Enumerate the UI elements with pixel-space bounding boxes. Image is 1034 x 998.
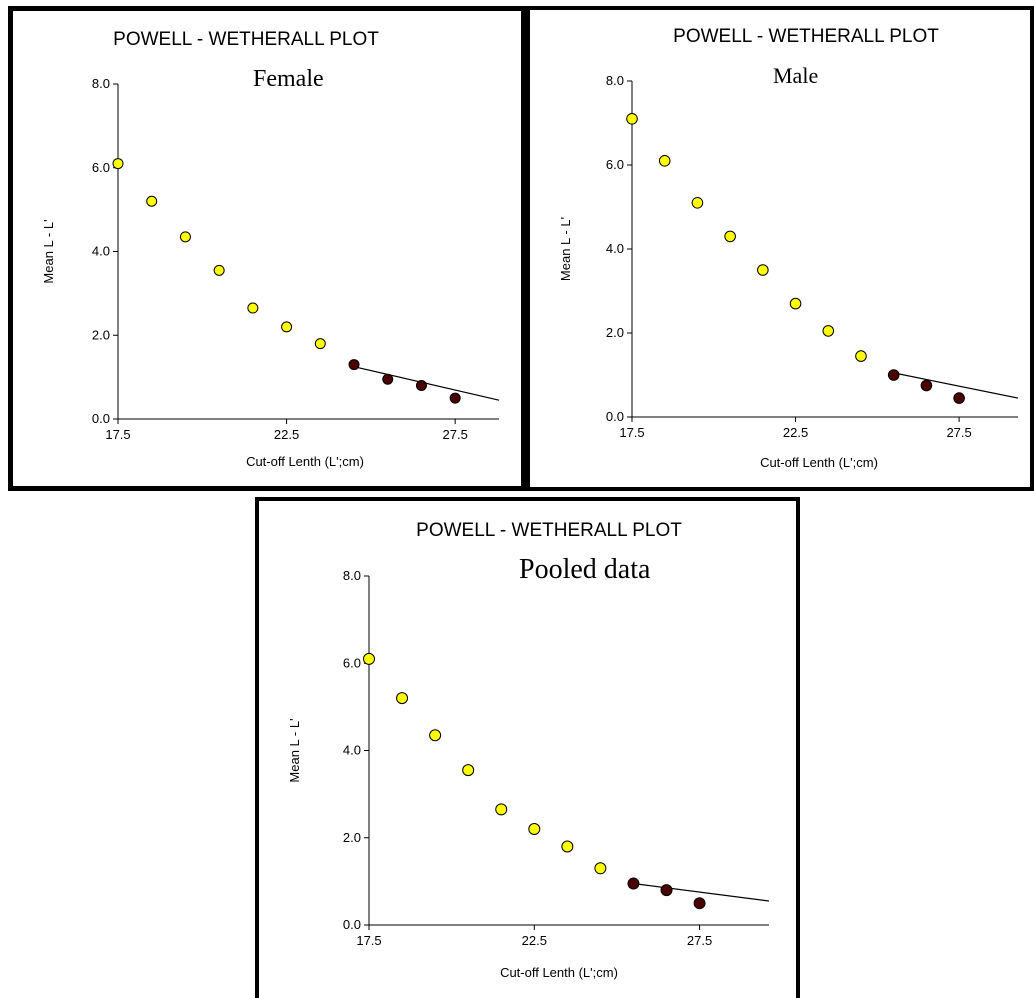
pooled-plot-panel: POWELL - WETHERALL PLOT Pooled data 0.0 2.0… bbox=[255, 497, 800, 998]
y-tick-label: 8.0 bbox=[343, 568, 361, 583]
y-axis-label: Mean L - L' bbox=[558, 217, 573, 281]
x-tick-label: 22.5 bbox=[783, 425, 808, 440]
chart-title: POWELL - WETHERALL PLOT bbox=[416, 520, 682, 541]
x-tick-label: 17.5 bbox=[356, 933, 381, 948]
data-point bbox=[213, 264, 225, 276]
y-tick-label: 8.0 bbox=[92, 76, 110, 91]
y-tick-label: 8.0 bbox=[606, 73, 624, 88]
y-tick-label: 6.0 bbox=[343, 655, 361, 670]
x-tick-label: 27.5 bbox=[946, 425, 971, 440]
y-axis-label: Mean L - L' bbox=[41, 219, 56, 283]
chart-subtitle: Pooled data bbox=[519, 554, 651, 585]
data-point bbox=[626, 113, 638, 125]
y-tick-label: 0.0 bbox=[92, 411, 110, 426]
data-point bbox=[462, 764, 475, 777]
regression-data-point bbox=[660, 884, 673, 897]
data-point bbox=[396, 692, 409, 705]
data-point bbox=[691, 197, 704, 209]
y-axis-label: Mean L - L' bbox=[287, 718, 302, 782]
regression-data-point bbox=[920, 379, 933, 392]
x-tick-label: 17.5 bbox=[619, 425, 644, 440]
regression-data-point bbox=[382, 373, 394, 385]
regression-data-point bbox=[953, 392, 965, 404]
male-plot-svg: POWELL - WETHERALL PLOT Male 0.0 2.0 4.0 6.0 8… bbox=[558, 26, 1019, 470]
female-plot-svg: POWELL - WETHERALL PLOT Female 0.0 2.0 4.0 6.… bbox=[41, 29, 500, 469]
data-point bbox=[561, 840, 574, 853]
x-axis-label: Cut-off Lenth (L';cm) bbox=[246, 454, 364, 469]
chart-title: POWELL - WETHERALL PLOT bbox=[113, 29, 379, 50]
y-tick-label: 2.0 bbox=[343, 830, 361, 845]
data-point bbox=[247, 302, 259, 314]
data-point bbox=[314, 338, 326, 350]
regression-data-point bbox=[627, 877, 640, 890]
x-tick-label: 22.5 bbox=[522, 933, 547, 948]
data-point bbox=[429, 729, 442, 742]
regression-data-point bbox=[348, 359, 360, 371]
x-tick-label: 17.5 bbox=[105, 427, 130, 442]
data-point bbox=[281, 321, 293, 333]
chart-subtitle: Male bbox=[773, 63, 818, 88]
x-tick-label: 22.5 bbox=[274, 427, 299, 442]
y-tick-label: 2.0 bbox=[606, 325, 624, 340]
regression-data-point bbox=[415, 380, 427, 391]
data-point bbox=[179, 231, 191, 243]
chart-title: POWELL - WETHERALL PLOT bbox=[673, 26, 939, 47]
y-tick-label: 4.0 bbox=[343, 743, 361, 758]
regression-data-point bbox=[887, 369, 900, 381]
x-tick-label: 27.5 bbox=[687, 933, 712, 948]
data-point bbox=[724, 230, 736, 243]
y-tick-label: 4.0 bbox=[606, 241, 624, 256]
data-point bbox=[528, 823, 541, 836]
data-point bbox=[363, 652, 375, 665]
y-tick-label: 0.0 bbox=[343, 917, 361, 932]
male-plot-panel: POWELL - WETHERALL PLOT Male 0.0 2.0 4.0 6.0 8… bbox=[526, 6, 1034, 491]
y-tick-label: 6.0 bbox=[92, 160, 110, 175]
data-point bbox=[495, 803, 508, 816]
female-plot-panel: POWELL - WETHERALL PLOT Female 0.0 2.0 4.0 6.… bbox=[8, 6, 526, 491]
y-tick-label: 0.0 bbox=[606, 409, 624, 424]
y-tick-label: 2.0 bbox=[92, 327, 110, 342]
y-tick-label: 4.0 bbox=[92, 244, 110, 259]
x-tick-label: 27.5 bbox=[443, 427, 468, 442]
y-tick-label: 6.0 bbox=[606, 157, 624, 172]
data-point bbox=[112, 158, 124, 170]
chart-subtitle: Female bbox=[253, 66, 324, 92]
regression-data-point bbox=[693, 897, 706, 910]
pooled-plot-svg: POWELL - WETHERALL PLOT Pooled data 0.0 2.0… bbox=[287, 520, 770, 980]
regression-line bbox=[633, 882, 770, 902]
regression-line bbox=[893, 372, 1019, 399]
data-point bbox=[594, 862, 607, 875]
x-axis-label: Cut-off Lenth (L';cm) bbox=[500, 965, 618, 980]
data-point bbox=[789, 297, 802, 310]
data-point bbox=[146, 195, 158, 207]
regression-data-point bbox=[449, 392, 461, 404]
data-point bbox=[757, 264, 769, 276]
data-point bbox=[855, 350, 867, 362]
x-axis-label: Cut-off Lenth (L';cm) bbox=[760, 455, 878, 470]
data-point bbox=[658, 155, 671, 167]
data-point bbox=[822, 325, 835, 337]
